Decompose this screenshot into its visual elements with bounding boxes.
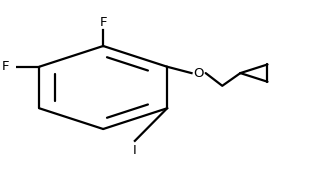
Text: O: O: [193, 67, 204, 80]
Text: F: F: [100, 16, 107, 29]
Text: I: I: [133, 144, 137, 157]
Text: F: F: [2, 60, 9, 73]
